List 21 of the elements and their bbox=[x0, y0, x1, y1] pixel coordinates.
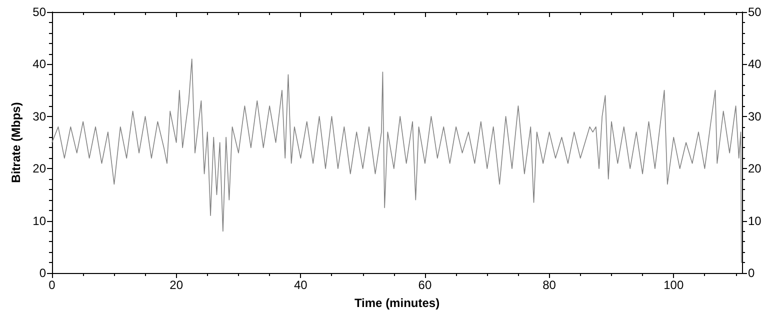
x-tick-label: 60 bbox=[418, 278, 432, 292]
y-tick-label: 10 bbox=[32, 214, 46, 228]
y-tick-label: 40 bbox=[32, 57, 46, 72]
y-tick-label: 30 bbox=[32, 109, 46, 124]
y2-tick-label: 50 bbox=[748, 5, 762, 19]
x-axis-title: Time (minutes) bbox=[354, 296, 440, 310]
y-tick-label: 0 bbox=[39, 266, 46, 280]
y2-tick-label: 20 bbox=[748, 162, 762, 176]
x-tick-label: 80 bbox=[542, 278, 556, 292]
y2-tick-label: 40 bbox=[748, 57, 762, 72]
y-axis-title: Bitrate (Mbps) bbox=[8, 102, 23, 183]
x-tick-label: 20 bbox=[170, 278, 184, 292]
x-tick-label: 0 bbox=[48, 278, 56, 292]
y-tick-label: 50 bbox=[32, 5, 46, 19]
y2-tick-label: 30 bbox=[748, 109, 762, 124]
x-tick-label: 100 bbox=[664, 278, 684, 292]
x-tick-label: 40 bbox=[294, 278, 308, 292]
y2-tick-label: 10 bbox=[748, 214, 762, 228]
y2-tick-label: 0 bbox=[748, 266, 755, 280]
y-tick-label: 20 bbox=[32, 162, 46, 176]
line-series bbox=[52, 58, 742, 263]
